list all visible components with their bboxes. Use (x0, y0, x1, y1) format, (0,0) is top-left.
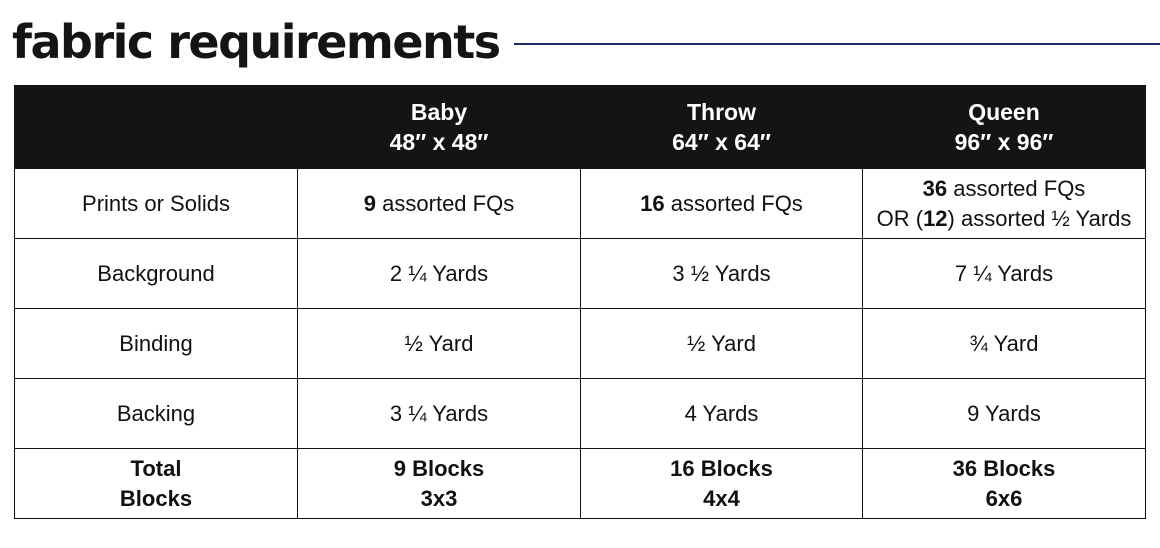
header-queen: Queen 96″ x 96″ (862, 85, 1146, 169)
table-row-background: Background 2 ¼ Yards 3 ½ Yards 7 ¼ Yards (14, 238, 1146, 309)
header-queen-size: 96″ x 96″ (954, 129, 1054, 155)
header-corner-cell (14, 85, 298, 169)
fabric-requirements-table: Baby 48″ x 48″ Throw 64″ x 64″ Queen 96″… (14, 85, 1146, 519)
prints-queen-count: 36 (922, 175, 948, 201)
prints-baby-count: 9 (363, 190, 377, 216)
total-queen-blocks: 36 Blocks (952, 455, 1056, 481)
cell-prints-queen: 36 assorted FQs OR (12) assorted ½ Yards (862, 168, 1146, 239)
cell-binding-baby: ½ Yard (297, 308, 581, 379)
prints-queen-line1: 36 assorted FQs (863, 174, 1145, 204)
table-header-row: Baby 48″ x 48″ Throw 64″ x 64″ Queen 96″… (14, 85, 1146, 169)
row-label-backing: Backing (14, 378, 298, 449)
prints-queen-text: assorted FQs (947, 175, 1086, 201)
table-row-binding: Binding ½ Yard ½ Yard ¾ Yard (14, 308, 1146, 379)
prints-queen-or-pre: OR ( (876, 205, 924, 231)
prints-queen-line2: OR (12) assorted ½ Yards (863, 204, 1145, 234)
cell-binding-queen: ¾ Yard (862, 308, 1146, 379)
row-label-binding: Binding (14, 308, 298, 379)
total-baby-blocks: 9 Blocks (393, 455, 485, 481)
prints-queen-or-post: ) assorted ½ Yards (947, 205, 1132, 231)
cell-backing-queen: 9 Yards (862, 378, 1146, 449)
table-row-backing: Backing 3 ¼ Yards 4 Yards 9 Yards (14, 378, 1146, 449)
cell-binding-throw: ½ Yard (580, 308, 863, 379)
total-baby-grid: 3x3 (420, 485, 458, 511)
cell-total-baby: 9 Blocks 3x3 (297, 448, 581, 519)
cell-background-throw: 3 ½ Yards (580, 238, 863, 309)
table-row-prints: Prints or Solids 9 assorted FQs 16 assor… (14, 168, 1146, 239)
page-title: fabric requirements (12, 15, 501, 69)
total-queen-grid: 6x6 (985, 485, 1023, 511)
total-throw-blocks: 16 Blocks (670, 455, 773, 481)
cell-background-baby: 2 ¼ Yards (297, 238, 581, 309)
header-queen-name: Queen (968, 99, 1040, 125)
cell-backing-throw: 4 Yards (580, 378, 863, 449)
total-throw-grid: 4x4 (703, 485, 740, 511)
header-baby-size: 48″ x 48″ (389, 129, 489, 155)
cell-prints-baby: 9 assorted FQs (297, 168, 581, 239)
row-label-total: Total Blocks (14, 448, 298, 519)
cell-prints-throw: 16 assorted FQs (580, 168, 863, 239)
cell-backing-baby: 3 ¼ Yards (297, 378, 581, 449)
header-throw: Throw 64″ x 64″ (580, 85, 863, 169)
prints-baby-text: assorted FQs (376, 190, 515, 216)
header-throw-size: 64″ x 64″ (672, 129, 771, 155)
prints-throw-count: 16 (640, 190, 665, 216)
title-row: fabric requirements (12, 12, 1160, 72)
table-row-total: Total Blocks 9 Blocks 3x3 16 Blocks 4x4 … (14, 448, 1146, 519)
prints-queen-alt-count: 12 (923, 205, 948, 231)
cell-total-throw: 16 Blocks 4x4 (580, 448, 863, 519)
prints-throw-text: assorted FQs (664, 190, 803, 216)
header-throw-name: Throw (687, 99, 756, 125)
title-divider (513, 43, 1160, 45)
header-baby-name: Baby (410, 99, 468, 125)
row-label-background: Background (14, 238, 298, 309)
total-label-line1: Total (130, 455, 182, 481)
header-baby: Baby 48″ x 48″ (297, 85, 581, 169)
total-label-line2: Blocks (119, 485, 193, 511)
cell-background-queen: 7 ¼ Yards (862, 238, 1146, 309)
cell-total-queen: 36 Blocks 6x6 (862, 448, 1146, 519)
row-label-prints: Prints or Solids (14, 168, 298, 239)
